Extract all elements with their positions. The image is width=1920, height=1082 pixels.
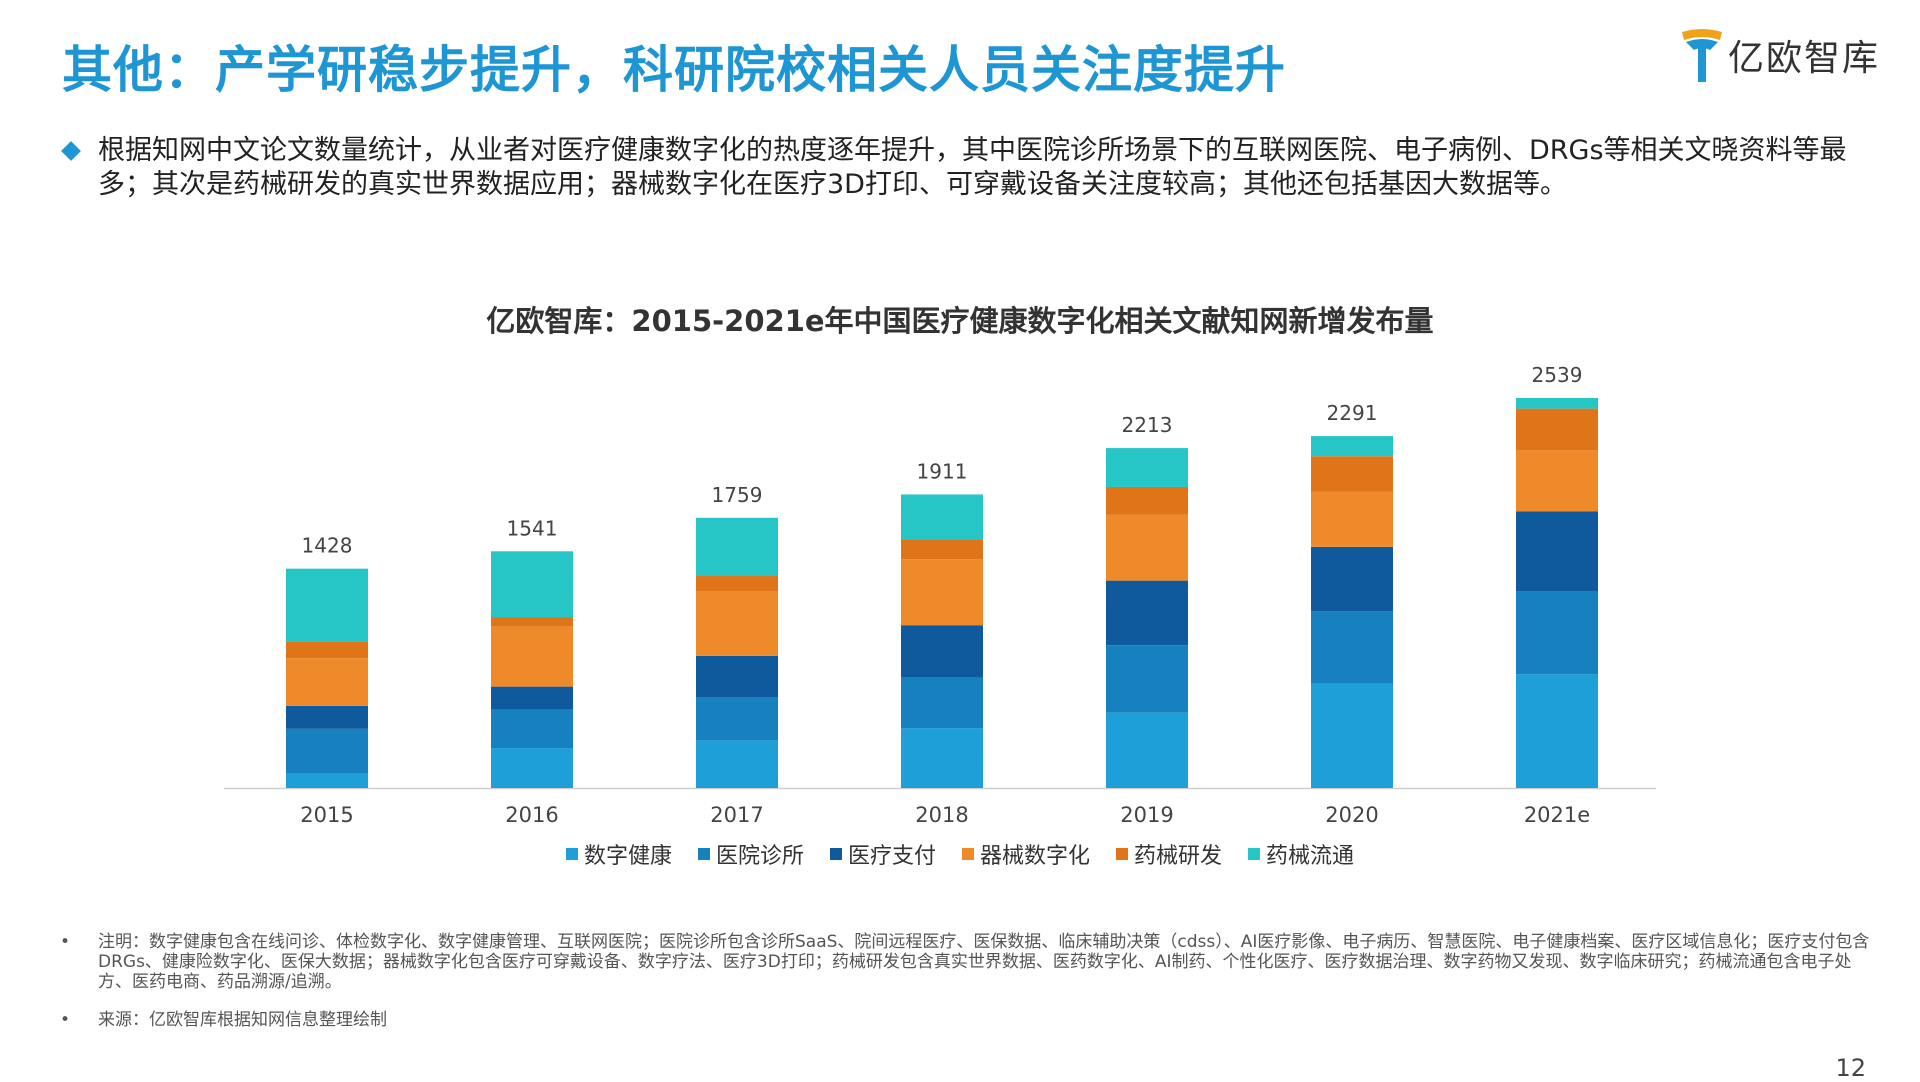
legend-item-药械流通: 药械流通: [1248, 838, 1354, 870]
bar-segment-医院诊所-2019: [1106, 645, 1188, 713]
source-bullet: •: [60, 1010, 71, 1030]
bar-segment-数字健康-2021e: [1516, 674, 1598, 788]
source-text: 来源：亿欧智库根据知网信息整理绘制: [98, 1010, 387, 1030]
bar-segment-药械流通-2021e: [1516, 398, 1598, 409]
logo-text: 亿欧智库: [1727, 38, 1880, 79]
legend-label: 器械数字化: [980, 844, 1091, 869]
legend-item-数字健康: 数字健康: [565, 838, 672, 870]
bar-segment-医院诊所-2021e: [1516, 591, 1598, 675]
legend-swatch: [1116, 848, 1129, 860]
bar-segment-药械研发-2019: [1106, 486, 1188, 515]
data-label-total-2019: 2213: [1122, 413, 1173, 437]
legend-swatch: [1248, 848, 1261, 860]
bar-segment-器械数字化-2017: [696, 591, 778, 656]
bar-segment-药械研发-2016: [491, 617, 573, 627]
data-label-total-2021e: 2539: [1532, 363, 1583, 387]
x-tick-label-2015: 2015: [300, 803, 353, 827]
bar-segment-医疗支付-2019: [1106, 580, 1188, 646]
legend-swatch: [697, 848, 710, 860]
x-tick-label-2021e: 2021e: [1524, 803, 1590, 827]
bar-segment-医院诊所-2015: [286, 728, 368, 774]
bar-segment-器械数字化-2021e: [1516, 450, 1598, 512]
bar-segment-药械研发-2021e: [1516, 408, 1598, 451]
bar-segment-药械研发-2020: [1311, 456, 1393, 492]
legend-item-药械研发: 药械研发: [1116, 838, 1222, 870]
bar-segment-药械研发-2018: [901, 539, 983, 560]
data-label-total-2017: 1759: [712, 483, 763, 507]
summary-block: 根据知网中文论文数量统计，从业者对医疗健康数字化的热度逐年提升，其中医院诊所场景…: [61, 134, 1874, 202]
bar-segment-数字健康-2015: [286, 773, 368, 788]
legend-label: 药械研发: [1134, 844, 1223, 869]
bar-segment-器械数字化-2018: [901, 559, 983, 626]
bar-segment-医疗支付-2017: [696, 655, 778, 698]
note-text: 注明：数字健康包含在线问诊、体检数字化、数字健康管理、互联网医院；医院诊所包含诊…: [98, 932, 1870, 992]
legend-swatch: [962, 848, 974, 860]
bar-segment-药械流通-2015: [286, 568, 368, 642]
data-label-total-2015: 1428: [302, 534, 353, 558]
bar-segment-数字健康-2019: [1106, 712, 1188, 788]
chart-title: 亿欧智库：2015-2021e年中国医疗健康数字化相关文献知网新增发布量: [486, 304, 1434, 338]
bar-segment-医疗支付-2015: [286, 705, 368, 729]
data-label-total-2018: 1911: [917, 459, 968, 483]
bar-segment-器械数字化-2015: [286, 658, 368, 706]
summary-text: 根据知网中文论文数量统计，从业者对医疗健康数字化的热度逐年提升，其中医院诊所场景…: [98, 135, 1847, 200]
bar-segment-药械流通-2017: [696, 517, 778, 577]
legend-label: 医院诊所: [715, 844, 804, 869]
legend-label: 医疗支付: [847, 844, 936, 869]
bar-segment-医院诊所-2017: [696, 697, 778, 741]
bar-segment-数字健康-2018: [901, 728, 983, 788]
x-tick-label-2018: 2018: [915, 803, 968, 827]
bar-segment-器械数字化-2020: [1311, 491, 1393, 547]
bar-segment-数字健康-2017: [696, 740, 778, 788]
note-block: • 注明：数字健康包含在线问诊、体检数字化、数字健康管理、互联网医院；医院诊所包…: [60, 932, 1880, 992]
bar-segment-药械流通-2019: [1106, 448, 1188, 487]
logo: 亿欧智库: [1680, 26, 1880, 84]
bar-segment-数字健康-2016: [491, 748, 573, 788]
bar-segment-药械研发-2015: [286, 641, 368, 659]
bar-segment-医院诊所-2018: [901, 677, 983, 729]
x-tick-label-2017: 2017: [710, 803, 763, 827]
bar-segment-医疗支付-2020: [1311, 546, 1393, 612]
bar-segment-医院诊所-2016: [491, 709, 573, 749]
legend-swatch: [829, 848, 842, 860]
bar-segment-药械研发-2017: [696, 576, 778, 592]
legend-label: 药械流通: [1266, 844, 1355, 869]
legend-item-医疗支付: 医疗支付: [829, 838, 936, 870]
data-label-total-2020: 2291: [1327, 401, 1378, 425]
data-label-total-2016: 1541: [507, 516, 558, 540]
chart-legend: 数字健康 医院诊所 医疗支付 器械数字化 药械研发 药械流通: [0, 838, 1920, 870]
bar-segment-药械流通-2020: [1311, 436, 1393, 457]
legend-item-医院诊所: 医院诊所: [697, 838, 804, 870]
legend-label: 数字健康: [583, 844, 672, 869]
legend-swatch: [565, 848, 578, 860]
bar-segment-器械数字化-2016: [491, 626, 573, 687]
x-tick-label-2016: 2016: [505, 803, 558, 827]
x-tick-label-2019: 2019: [1120, 803, 1173, 827]
bar-segment-医院诊所-2020: [1311, 611, 1393, 684]
bar-segment-药械流通-2018: [901, 494, 983, 540]
bar-segment-医疗支付-2018: [901, 625, 983, 678]
page-number: 12: [1835, 1054, 1866, 1082]
legend-item-器械数字化: 器械数字化: [962, 838, 1090, 870]
note-bullet: •: [60, 932, 71, 952]
source-block: • 来源：亿欧智库根据知网信息整理绘制: [60, 1010, 1880, 1030]
bar-segment-医疗支付-2021e: [1516, 511, 1598, 592]
x-tick-label-2020: 2020: [1325, 803, 1378, 827]
bar-segment-器械数字化-2019: [1106, 514, 1188, 581]
logo-icon: [1681, 29, 1722, 82]
page-title: 其他：产学研稳步提升，科研院校相关人员关注度提升: [62, 41, 1286, 99]
bar-segment-医疗支付-2016: [491, 686, 573, 710]
bar-segment-药械流通-2016: [491, 551, 573, 618]
bar-segment-数字健康-2020: [1311, 683, 1393, 788]
